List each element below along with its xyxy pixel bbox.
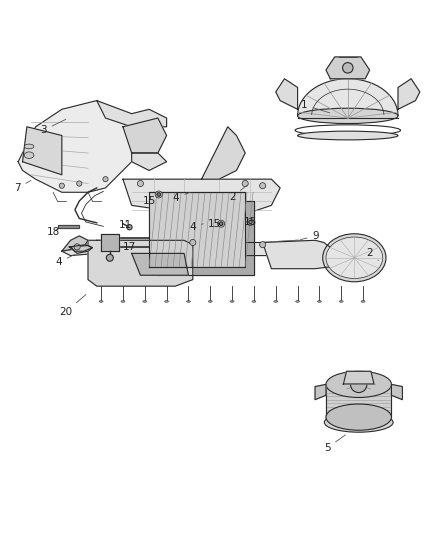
Text: 15: 15 xyxy=(142,195,159,206)
Circle shape xyxy=(218,220,225,227)
Ellipse shape xyxy=(323,234,386,282)
Text: 17: 17 xyxy=(124,242,137,252)
Text: 5: 5 xyxy=(324,435,346,453)
Polygon shape xyxy=(132,253,188,275)
Circle shape xyxy=(219,222,223,225)
Circle shape xyxy=(343,62,353,73)
Polygon shape xyxy=(58,225,79,228)
Ellipse shape xyxy=(339,301,343,302)
Ellipse shape xyxy=(165,301,169,302)
Ellipse shape xyxy=(99,301,103,302)
Polygon shape xyxy=(315,384,326,400)
Polygon shape xyxy=(62,236,88,251)
Text: 20: 20 xyxy=(59,295,86,317)
Ellipse shape xyxy=(326,237,383,279)
Ellipse shape xyxy=(274,301,278,302)
Ellipse shape xyxy=(297,108,398,124)
Text: 15: 15 xyxy=(244,217,257,227)
Circle shape xyxy=(103,176,108,182)
Polygon shape xyxy=(158,201,254,275)
Circle shape xyxy=(59,183,64,188)
Polygon shape xyxy=(18,101,141,192)
Polygon shape xyxy=(132,153,166,171)
Polygon shape xyxy=(123,179,280,214)
Ellipse shape xyxy=(296,301,300,302)
Circle shape xyxy=(350,376,367,393)
Text: 1: 1 xyxy=(301,100,330,113)
Polygon shape xyxy=(326,384,392,417)
Text: 2: 2 xyxy=(229,185,247,201)
Polygon shape xyxy=(123,118,166,153)
Ellipse shape xyxy=(143,301,147,302)
Text: 4: 4 xyxy=(190,222,203,232)
Ellipse shape xyxy=(121,301,125,302)
Ellipse shape xyxy=(361,301,365,302)
Ellipse shape xyxy=(24,152,34,158)
Circle shape xyxy=(260,241,266,248)
Ellipse shape xyxy=(187,301,191,302)
Polygon shape xyxy=(69,245,92,253)
Ellipse shape xyxy=(318,301,321,302)
Text: 4: 4 xyxy=(56,255,74,267)
Ellipse shape xyxy=(326,404,392,430)
Text: 18: 18 xyxy=(46,227,60,237)
Circle shape xyxy=(157,193,160,196)
Polygon shape xyxy=(276,79,297,109)
Circle shape xyxy=(74,244,80,250)
Ellipse shape xyxy=(230,301,234,302)
Text: 4: 4 xyxy=(173,192,190,203)
Text: 2: 2 xyxy=(366,248,378,261)
Circle shape xyxy=(106,254,113,261)
Polygon shape xyxy=(22,127,62,175)
Text: 7: 7 xyxy=(14,181,31,193)
Circle shape xyxy=(247,219,254,225)
Circle shape xyxy=(77,181,82,186)
Polygon shape xyxy=(97,101,166,127)
Text: 3: 3 xyxy=(40,119,66,135)
Circle shape xyxy=(155,191,162,198)
Circle shape xyxy=(249,220,252,224)
Polygon shape xyxy=(88,240,193,286)
Ellipse shape xyxy=(324,413,393,432)
Ellipse shape xyxy=(208,301,212,302)
Ellipse shape xyxy=(252,301,256,302)
Polygon shape xyxy=(297,79,398,118)
Ellipse shape xyxy=(297,131,398,140)
Polygon shape xyxy=(201,127,245,179)
Circle shape xyxy=(138,181,144,187)
Circle shape xyxy=(190,239,196,246)
Polygon shape xyxy=(101,234,119,251)
Polygon shape xyxy=(263,240,332,269)
Polygon shape xyxy=(392,384,403,400)
Polygon shape xyxy=(149,192,245,266)
Text: 11: 11 xyxy=(119,220,132,230)
Circle shape xyxy=(127,224,132,230)
Polygon shape xyxy=(71,246,92,251)
Ellipse shape xyxy=(24,144,34,149)
Polygon shape xyxy=(343,372,374,384)
Circle shape xyxy=(260,183,266,189)
Polygon shape xyxy=(62,240,315,256)
Polygon shape xyxy=(398,79,420,109)
Ellipse shape xyxy=(326,372,392,398)
Text: 15: 15 xyxy=(208,219,221,229)
Text: 9: 9 xyxy=(300,231,319,241)
Polygon shape xyxy=(326,57,370,79)
Circle shape xyxy=(242,181,248,187)
